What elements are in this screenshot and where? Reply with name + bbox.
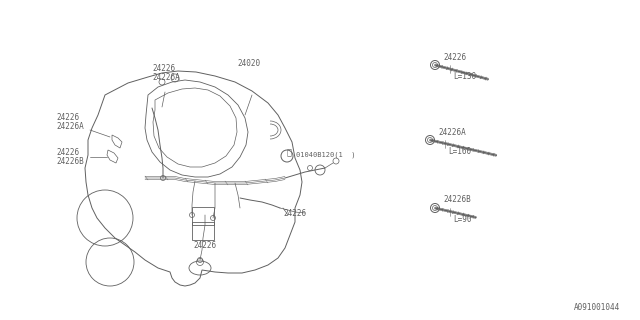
- Bar: [192, 207, 214, 225]
- Text: 24226: 24226: [56, 148, 79, 156]
- Text: 24226A: 24226A: [438, 127, 466, 137]
- Text: L=90: L=90: [453, 214, 472, 223]
- Text: 01040B120(1  ): 01040B120(1 ): [296, 152, 355, 158]
- Text: 24020: 24020: [237, 59, 260, 68]
- Text: 24226: 24226: [283, 209, 306, 218]
- Text: 24226A: 24226A: [152, 73, 180, 82]
- Text: Ⓑ: Ⓑ: [287, 148, 291, 157]
- Text: 24226: 24226: [56, 113, 79, 122]
- Text: 24226B: 24226B: [443, 196, 471, 204]
- Text: L=130: L=130: [453, 71, 476, 81]
- Text: 24226: 24226: [443, 52, 466, 61]
- Text: 24226A: 24226A: [56, 122, 84, 131]
- Text: A091001044: A091001044: [573, 303, 620, 313]
- Bar: [192, 222, 214, 240]
- Text: L=160: L=160: [448, 147, 471, 156]
- Text: 24226: 24226: [193, 241, 216, 250]
- Text: 24226: 24226: [152, 63, 175, 73]
- Text: 24226B: 24226B: [56, 156, 84, 165]
